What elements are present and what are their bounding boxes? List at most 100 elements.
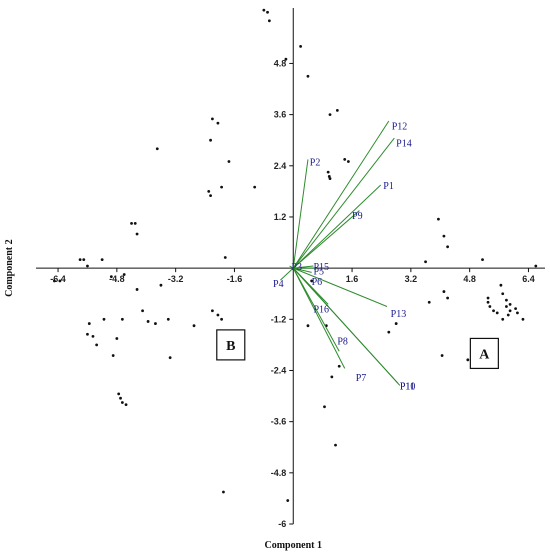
score-point [120, 317, 124, 321]
score-point [486, 300, 490, 304]
group-label-b: B [226, 339, 235, 354]
score-point [306, 324, 310, 328]
score-point [52, 279, 56, 283]
score-point [166, 317, 170, 321]
score-point [133, 221, 137, 225]
score-point [440, 354, 444, 357]
score-point [211, 309, 214, 313]
score-point [82, 258, 86, 262]
x-tick-label: -6.4 [50, 274, 66, 284]
score-point [135, 232, 139, 236]
score-point [100, 258, 104, 262]
vector-label-p11: P11 [400, 381, 415, 392]
score-point [343, 157, 347, 161]
score-point [266, 10, 269, 14]
score-point [87, 322, 91, 325]
score-point [481, 258, 484, 262]
score-point [446, 245, 450, 249]
score-point [115, 337, 119, 340]
score-point [335, 108, 339, 112]
score-point [220, 185, 223, 189]
score-point [130, 221, 133, 225]
score-point [135, 288, 139, 291]
score-point [220, 317, 223, 321]
vector-label-p8: P8 [337, 337, 348, 348]
score-point [286, 499, 290, 502]
score-point [86, 264, 89, 268]
score-point [102, 317, 106, 321]
score-point [284, 57, 288, 61]
score-point [306, 74, 310, 78]
score-point [346, 160, 350, 163]
score-points [52, 8, 538, 502]
vector-p2 [292, 159, 309, 269]
loading-vectors [280, 120, 401, 386]
score-point [209, 194, 212, 198]
vector-p6 [293, 267, 312, 273]
score-point [262, 8, 266, 12]
score-point [486, 296, 490, 300]
score-point [117, 392, 121, 396]
score-point [514, 307, 517, 311]
y-tick-label: -6 [278, 519, 286, 529]
x-tick-label: -3.2 [168, 274, 184, 284]
score-point [327, 175, 331, 178]
vector-p7 [292, 267, 346, 369]
vector-label-p4: P4 [273, 279, 284, 290]
score-point [387, 330, 391, 334]
vector-p16 [292, 267, 329, 305]
score-point [124, 403, 128, 406]
score-point [109, 275, 113, 279]
score-point [326, 170, 330, 174]
axis-ticks: -6.4 -4.8 -3.2 -1.6 1.6 3.2 4.8 6.4 4.8 3.6 2.4 1.2… [50, 58, 534, 529]
vector-p4 [280, 267, 294, 281]
score-point [211, 117, 214, 121]
score-point [506, 313, 510, 317]
y-tick-label: 1.2 [274, 212, 287, 222]
score-point [328, 177, 332, 180]
vector-label-p5: P5 [313, 266, 324, 277]
score-point [95, 343, 99, 347]
score-point [499, 283, 503, 287]
vector-p11 [292, 267, 399, 384]
score-point [86, 332, 89, 336]
score-point [209, 138, 212, 142]
score-point [328, 113, 332, 117]
score-point [427, 300, 431, 304]
score-point [446, 296, 450, 300]
score-point [424, 260, 427, 264]
y-tick-label: -1.2 [271, 314, 287, 324]
vector-p8 [292, 267, 340, 352]
score-point [207, 189, 211, 193]
y-tick-label: -2.4 [271, 365, 287, 375]
x-tick-label: 1.6 [346, 274, 359, 284]
score-point [337, 364, 341, 368]
vector-label-p10: P10 [400, 381, 416, 392]
score-point [501, 292, 505, 296]
x-tick-label: 4.8 [463, 274, 476, 284]
vector-p12 [292, 120, 390, 269]
score-point [122, 273, 126, 276]
score-point [330, 375, 334, 379]
score-point [501, 317, 505, 321]
x-tick-label: 6.4 [522, 274, 535, 284]
group-labels: AB [216, 329, 499, 370]
score-point [216, 313, 220, 317]
score-point [310, 279, 314, 283]
score-point [155, 147, 159, 151]
score-point [323, 405, 326, 409]
y-tick-label: 4.8 [274, 58, 287, 68]
score-point [267, 19, 271, 23]
score-point [119, 396, 122, 400]
group-box-a [469, 337, 499, 370]
score-point [394, 322, 398, 325]
vector-p1 [292, 184, 382, 269]
x-tick-label: 3.2 [405, 274, 418, 284]
vector-label-p9: P9 [352, 211, 363, 222]
score-point [159, 283, 163, 287]
vector-p3 [289, 265, 294, 269]
score-point [141, 309, 144, 313]
score-point [120, 401, 124, 404]
vector-label-p7: P7 [356, 373, 367, 384]
vector-label-p15: P15 [313, 262, 329, 273]
